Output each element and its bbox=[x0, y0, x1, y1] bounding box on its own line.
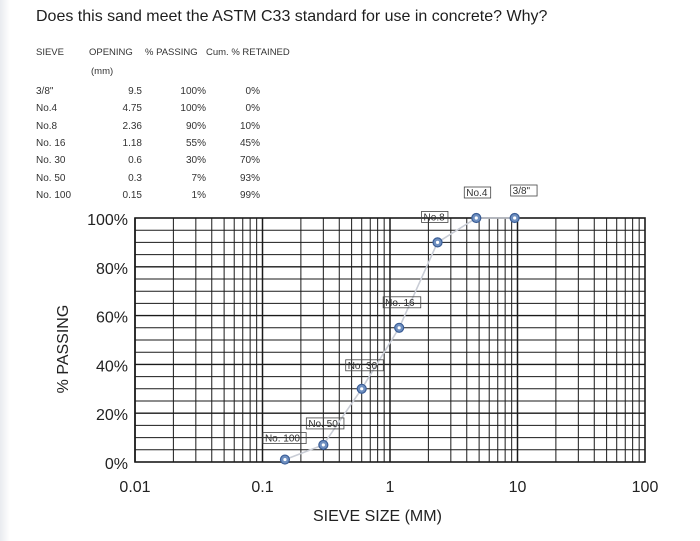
table-cell-passing: 90% bbox=[185, 120, 206, 132]
chart-grid bbox=[134, 217, 646, 463]
table-cell-retained: 45% bbox=[239, 137, 260, 149]
table-cell-opening: 0.6 bbox=[128, 155, 142, 167]
data-point-center bbox=[513, 216, 517, 220]
header-sieve: SIEVE bbox=[36, 47, 64, 58]
header-opening-unit: (mm) bbox=[91, 66, 114, 77]
data-point-center bbox=[283, 457, 287, 462]
x-tick-labels: 0.01 0.1 1 10 100 bbox=[119, 479, 658, 496]
x-tick-label: 0.1 bbox=[251, 479, 273, 496]
table-cell-retained: 70% bbox=[239, 155, 260, 167]
point-label: No.4 bbox=[466, 188, 488, 199]
point-label: No. 50 bbox=[308, 419, 338, 430]
table-cell-sieve: No. 100 bbox=[36, 189, 72, 201]
header-retained: Cum. % RETAINED bbox=[206, 47, 290, 58]
point-label-box bbox=[463, 186, 492, 199]
y-tick-labels: 0% 20% 40% 60% 80% 100% bbox=[87, 212, 128, 473]
table-cell-retained: 0% bbox=[245, 86, 260, 97]
data-point-center bbox=[397, 326, 401, 330]
table-cell-opening: 0.3 bbox=[128, 172, 142, 184]
table-cell-passing: 55% bbox=[185, 137, 206, 149]
y-tick-label: 60% bbox=[96, 310, 128, 327]
y-tick-label: 0% bbox=[105, 456, 128, 473]
x-tick-label: 100 bbox=[632, 479, 659, 496]
point-label: No. 30 bbox=[348, 361, 378, 372]
table-cell-sieve: No. 30 bbox=[36, 155, 66, 167]
point-labels: No. 100 No. 50 No. 30 No. 16 No.8 No.4 3/8" bbox=[262, 184, 538, 445]
table-cell-passing: 7% bbox=[191, 172, 206, 184]
table-cell-opening: 0.15 bbox=[122, 189, 142, 201]
point-label: 3/8" bbox=[513, 186, 531, 197]
table-cell-sieve: No. 16 bbox=[36, 137, 66, 149]
table-cell-retained: 0% bbox=[245, 103, 260, 115]
point-label: No.8 bbox=[424, 212, 446, 223]
question-text: Does this sand meet the ASTM C33 standar… bbox=[36, 8, 548, 25]
table-cell-opening: 9.5 bbox=[128, 86, 142, 97]
header-opening: OPENING bbox=[89, 47, 133, 58]
point-label-box bbox=[510, 184, 538, 197]
table-cell-retained: 93% bbox=[239, 172, 260, 184]
x-tick-label: 1 bbox=[386, 479, 395, 496]
table-cell-sieve: No.4 bbox=[36, 103, 58, 115]
x-axis-title: SIEVE SIZE (MM) bbox=[313, 508, 442, 525]
table-cell-opening: 2.36 bbox=[122, 120, 142, 132]
table-cell-sieve: No. 50 bbox=[36, 172, 66, 184]
header-passing: % PASSING bbox=[145, 47, 198, 58]
table-cell-passing: 100% bbox=[180, 86, 206, 97]
data-points bbox=[279, 212, 520, 465]
y-tick-label: 40% bbox=[96, 358, 128, 375]
point-label-box bbox=[262, 432, 307, 444]
x-tick-label: 0.01 bbox=[119, 479, 150, 496]
point-label-box bbox=[345, 359, 384, 372]
data-point-center bbox=[321, 443, 325, 447]
table-cell-passing: 1% bbox=[191, 189, 206, 201]
data-point-center bbox=[474, 216, 478, 220]
y-tick-label: 20% bbox=[96, 407, 128, 424]
point-label-box bbox=[421, 210, 449, 223]
data-point-center bbox=[435, 240, 440, 244]
point-label-box bbox=[382, 296, 422, 309]
table-cell-opening: 1.18 bbox=[122, 137, 142, 149]
table-cell-retained: 99% bbox=[239, 189, 260, 201]
point-label: No. 100 bbox=[265, 434, 300, 445]
x-tick-label: 10 bbox=[509, 479, 527, 496]
y-tick-label: 80% bbox=[96, 261, 128, 278]
point-label-box bbox=[305, 417, 345, 430]
point-label: No. 16 bbox=[385, 298, 415, 309]
table-cell-passing: 100% bbox=[180, 103, 206, 115]
y-axis-title: % PASSING bbox=[55, 304, 72, 394]
table-cell-sieve: No.8 bbox=[36, 120, 58, 132]
table-cell-retained: 10% bbox=[239, 120, 260, 132]
page-edge-shadow bbox=[0, 0, 10, 541]
table-cell-opening: 4.75 bbox=[122, 103, 142, 115]
table-cell-sieve: 3/8" bbox=[36, 86, 54, 97]
table-cell-passing: 30% bbox=[185, 155, 206, 167]
data-point-center bbox=[360, 387, 364, 391]
y-tick-label: 100% bbox=[87, 212, 128, 229]
